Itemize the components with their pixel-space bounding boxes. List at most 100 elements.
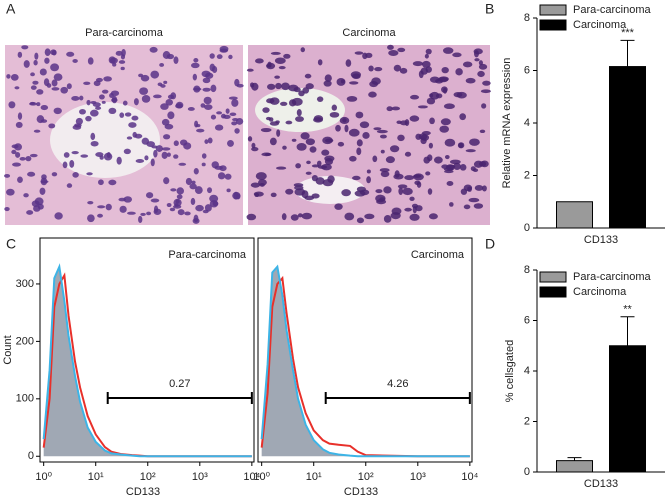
nucleus <box>334 203 343 210</box>
nucleus <box>379 134 387 139</box>
nucleus <box>389 145 400 153</box>
nucleus <box>116 156 122 165</box>
x-axis-label: CD133 <box>344 486 378 498</box>
nucleus <box>204 104 213 110</box>
nucleus <box>106 151 111 159</box>
nucleus <box>75 117 83 125</box>
legend-label: Para-carcinoma <box>573 271 652 283</box>
nucleus <box>349 81 359 85</box>
nucleus <box>296 109 302 117</box>
nucleus <box>410 94 420 100</box>
nucleus <box>190 197 196 205</box>
legend-swatch <box>539 271 567 283</box>
nucleus <box>51 87 60 91</box>
nucleus <box>193 168 199 175</box>
histology-images <box>4 44 491 225</box>
nucleus <box>30 85 37 90</box>
nucleus <box>48 123 56 129</box>
nucleus <box>376 129 388 134</box>
nucleus <box>349 155 357 162</box>
nucleus <box>36 102 41 107</box>
nucleus <box>72 124 82 130</box>
nucleus <box>295 116 304 122</box>
nucleus <box>206 187 213 194</box>
nucleus <box>253 191 264 197</box>
nucleus <box>183 142 192 150</box>
nucleus <box>44 57 50 64</box>
nucleus <box>40 119 48 123</box>
y-tick-label: 8 <box>524 12 530 24</box>
error-bar <box>620 316 635 346</box>
nucleus <box>425 171 431 176</box>
nucleus <box>441 66 449 74</box>
nucleus <box>51 49 57 56</box>
nucleus <box>189 183 197 190</box>
x-tick-label: 10⁰ <box>35 471 52 483</box>
nucleus <box>409 213 420 221</box>
nucleus <box>424 53 429 59</box>
nucleus <box>33 59 38 66</box>
y-axis-label: Relative mRNA expression <box>501 58 513 189</box>
nucleus <box>36 89 44 95</box>
nucleus <box>366 176 371 184</box>
nucleus <box>316 160 322 167</box>
nucleus <box>262 107 270 113</box>
nucleus <box>350 71 362 79</box>
nucleus <box>399 67 408 74</box>
nucleus <box>166 152 171 157</box>
nucleus <box>53 107 62 115</box>
nucleus <box>187 107 195 111</box>
nucleus <box>126 211 136 215</box>
nucleus <box>201 162 206 167</box>
nucleus <box>268 117 274 122</box>
nucleus <box>71 96 80 101</box>
nucleus <box>17 112 23 120</box>
nucleus <box>204 139 209 145</box>
nucleus <box>23 60 30 68</box>
nucleus <box>359 189 370 196</box>
nucleus <box>474 50 479 58</box>
nucleus <box>372 155 378 163</box>
nucleus <box>379 168 390 173</box>
nucleus <box>321 149 330 156</box>
nucleus <box>275 166 287 170</box>
nucleus <box>348 128 360 137</box>
nucleus <box>229 112 237 117</box>
nucleus <box>479 129 486 134</box>
x-tick-label: 10² <box>140 471 156 483</box>
nucleus <box>176 187 185 195</box>
x-axis-label: CD133 <box>126 486 160 498</box>
nucleus <box>336 78 346 86</box>
nucleus <box>93 80 101 87</box>
image-caption: Para-carcinoma <box>85 27 164 39</box>
nucleus <box>455 68 463 76</box>
nucleus <box>210 84 217 93</box>
nucleus <box>44 48 51 56</box>
gate-value: 4.26 <box>387 378 408 390</box>
nucleus <box>383 215 392 223</box>
x-tick-label: 10³ <box>192 471 208 483</box>
area-fill <box>261 266 470 457</box>
nucleus <box>409 115 420 122</box>
nucleus <box>275 82 282 90</box>
nucleus <box>234 128 240 134</box>
nucleus <box>387 44 394 50</box>
nucleus <box>97 213 103 218</box>
nucleus <box>371 77 381 85</box>
nucleus <box>270 51 281 55</box>
nucleus <box>356 147 362 156</box>
nucleus <box>99 94 105 100</box>
nucleus <box>462 61 473 68</box>
nucleus <box>453 162 461 171</box>
nucleus <box>246 68 254 72</box>
nucleus <box>118 60 126 64</box>
nucleus <box>119 112 125 118</box>
nucleus <box>480 160 489 168</box>
nucleus <box>191 180 196 185</box>
nucleus <box>43 78 50 87</box>
nucleus <box>337 141 345 147</box>
nucleus <box>402 187 413 196</box>
nucleus <box>177 209 185 216</box>
nucleus <box>413 174 422 178</box>
nucleus <box>428 142 433 149</box>
